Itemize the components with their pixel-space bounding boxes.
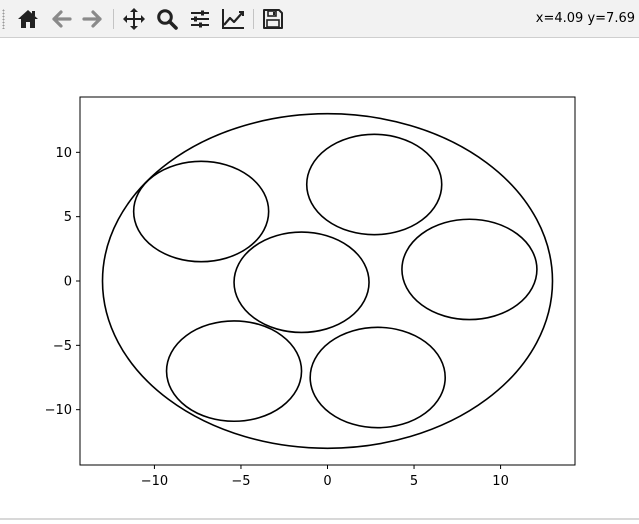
status-bar-edge	[0, 518, 639, 520]
inner-circle	[401, 218, 538, 321]
x-tick-label: −10	[141, 474, 168, 489]
cursor-coordinates: x=4.09 y=7.69	[535, 11, 635, 26]
y-tick-label: −5	[53, 339, 72, 354]
y-tick-label: 5	[64, 210, 72, 225]
move-icon	[123, 8, 145, 30]
inner-circle	[233, 231, 370, 334]
x-tick-label: 10	[492, 474, 509, 489]
edit-axis-button[interactable]	[220, 6, 246, 32]
inner-circle	[305, 133, 443, 236]
axes-frame	[79, 96, 576, 466]
configure-subplots-button[interactable]	[187, 6, 213, 32]
x-tick-label: 0	[323, 474, 331, 489]
back-button[interactable]	[48, 6, 74, 32]
x-tick-label: 5	[410, 474, 418, 489]
toolbar-separator	[253, 9, 254, 29]
inner-circle	[165, 320, 303, 423]
forward-button[interactable]	[80, 6, 106, 32]
floppy-disk-icon	[263, 9, 283, 29]
zoom-button[interactable]	[154, 6, 180, 32]
y-tick-label: −10	[45, 403, 72, 418]
toolbar-separator	[113, 9, 114, 29]
home-icon	[18, 10, 38, 28]
y-tick-label: 0	[64, 275, 72, 290]
home-button[interactable]	[15, 6, 41, 32]
sliders-icon	[191, 10, 209, 28]
navigation-toolbar: x=4.09 y=7.69	[0, 0, 639, 38]
inner-circle	[309, 326, 446, 429]
line-chart-icon	[222, 9, 244, 29]
y-tick-label: 10	[55, 146, 72, 161]
figure-canvas[interactable]: −10 −5 0 5 10 10 5 0 −5 −10	[0, 38, 639, 520]
outer-circle	[101, 112, 554, 450]
arrow-right-icon	[82, 10, 102, 28]
inner-circle	[132, 160, 270, 263]
plot-svg[interactable]: −10 −5 0 5 10 10 5 0 −5 −10	[0, 38, 639, 520]
x-tick-label: −5	[231, 474, 250, 489]
toolbar-grip[interactable]	[2, 9, 5, 29]
magnifier-icon	[157, 9, 178, 30]
save-button[interactable]	[260, 6, 286, 32]
pan-button[interactable]	[121, 6, 147, 32]
arrow-left-icon	[52, 10, 72, 28]
